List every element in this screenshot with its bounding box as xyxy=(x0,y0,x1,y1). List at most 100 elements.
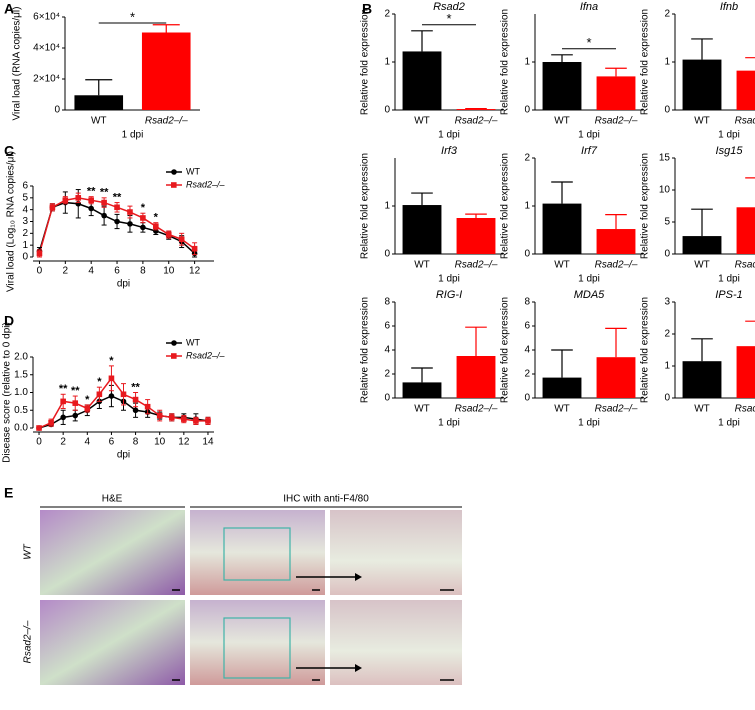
x-tick-label: Rsad2–/– xyxy=(595,260,638,271)
x-axis-label: dpi xyxy=(117,279,130,290)
legend-marker xyxy=(171,353,177,359)
y-axis-label: Relative fold expression xyxy=(640,297,651,403)
bar xyxy=(736,70,755,110)
bar xyxy=(596,229,636,254)
significance-label: * xyxy=(446,11,451,26)
y-tick-label: 2 xyxy=(524,153,530,164)
x-axis-label: dpi xyxy=(117,450,130,461)
marker xyxy=(153,223,159,230)
legend-marker xyxy=(171,340,177,346)
y-axis-label: Relative fold expression xyxy=(640,9,651,115)
x-axis-label: 1 dpi xyxy=(438,130,460,141)
marker xyxy=(181,416,187,422)
panel-label: A xyxy=(4,1,14,17)
x-axis-label: 1 dpi xyxy=(718,418,740,429)
row-label: WT xyxy=(23,543,34,559)
y-tick-label: 0 xyxy=(384,393,390,404)
legend-marker xyxy=(171,182,177,188)
marker xyxy=(127,221,133,227)
y-tick-label: 8 xyxy=(524,297,530,308)
x-tick-label: Rsad2–/– xyxy=(735,404,755,415)
y-tick-label: 10 xyxy=(659,185,671,196)
significance-label: ** xyxy=(71,385,80,397)
y-axis-label: Relative fold expression xyxy=(360,297,371,403)
marker xyxy=(156,412,163,419)
y-axis-label: Viral load (RNA copies/μl) xyxy=(12,7,23,121)
significance-label: * xyxy=(85,394,90,406)
y-tick-label: 0 xyxy=(22,252,28,263)
image-ihc-wt xyxy=(190,510,325,595)
x-axis-label: 1 dpi xyxy=(438,274,460,285)
arrow-head xyxy=(355,573,362,581)
significance-label: ** xyxy=(59,383,68,395)
significance-label: * xyxy=(97,376,102,388)
bar xyxy=(456,109,496,110)
x-tick-label: WT xyxy=(414,404,430,415)
marker xyxy=(88,205,94,212)
legend-label: WT xyxy=(186,166,200,176)
marker xyxy=(108,375,115,382)
x-axis-label: 1 dpi xyxy=(438,418,460,429)
y-tick-label: 0 xyxy=(524,249,530,260)
y-tick-label: 0 xyxy=(664,249,670,260)
marker xyxy=(48,419,54,426)
x-tick-label: 2 xyxy=(63,266,69,277)
bar xyxy=(682,236,722,254)
y-tick-label: 4 xyxy=(22,204,28,215)
marker xyxy=(144,403,151,410)
significance-label: * xyxy=(141,202,146,214)
y-tick-label: 1 xyxy=(524,57,530,68)
marker xyxy=(114,218,120,225)
marker xyxy=(140,224,146,231)
x-tick-label: WT xyxy=(694,404,710,415)
marker xyxy=(49,204,56,211)
marker xyxy=(127,209,133,215)
y-tick-label: 0 xyxy=(524,105,530,116)
x-tick-label: 4 xyxy=(88,266,94,277)
x-axis-label: 1 dpi xyxy=(578,274,600,285)
significance-label: ** xyxy=(100,187,109,199)
y-tick-label: 1 xyxy=(384,201,390,212)
x-tick-label: 12 xyxy=(178,437,190,448)
x-tick-label: 10 xyxy=(154,437,166,448)
marker xyxy=(132,396,139,403)
bar xyxy=(542,203,582,254)
x-tick-label: 4 xyxy=(85,437,91,448)
chart-title: Rsad2 xyxy=(433,1,465,13)
bar xyxy=(402,382,442,398)
y-axis-label: Relative fold expression xyxy=(500,297,511,403)
chart-title: Ifnb xyxy=(720,1,738,13)
y-tick-label: 1 xyxy=(664,57,670,68)
y-tick-label: 0.0 xyxy=(14,423,28,434)
y-tick-label: 0 xyxy=(664,393,670,404)
chart-title: Irf3 xyxy=(441,145,458,157)
chart-title: IPS-1 xyxy=(715,289,743,301)
bar xyxy=(596,76,636,110)
x-tick-label: WT xyxy=(694,260,710,271)
bar xyxy=(542,377,582,398)
y-tick-label: 0 xyxy=(384,249,390,260)
y-tick-label: 2.0 xyxy=(14,352,28,363)
y-tick-label: 1 xyxy=(384,57,390,68)
y-tick-label: 1 xyxy=(664,361,670,372)
y-tick-label: 2 xyxy=(524,369,530,380)
y-axis-label: Relative fold expression xyxy=(500,9,511,115)
y-tick-label: 1 xyxy=(524,201,530,212)
x-tick-label: Rsad2–/– xyxy=(455,404,498,415)
y-tick-label: 15 xyxy=(659,153,671,164)
x-tick-label: 14 xyxy=(202,437,214,448)
legend-label: WT xyxy=(186,337,200,347)
x-tick-label: Rsad2–/– xyxy=(455,260,498,271)
y-tick-label: 0 xyxy=(54,105,60,116)
x-tick-label: Rsad2–/– xyxy=(735,260,755,271)
y-tick-label: 6×10⁴ xyxy=(33,12,60,23)
marker xyxy=(36,250,43,257)
panel-label: D xyxy=(4,313,14,329)
marker xyxy=(178,236,185,243)
marker xyxy=(72,412,79,419)
y-tick-label: 4×10⁴ xyxy=(33,43,60,54)
y-tick-label: 2 xyxy=(664,9,670,20)
x-tick-label: 10 xyxy=(163,266,175,277)
x-tick-label: Rsad2–/– xyxy=(595,116,638,127)
y-tick-label: 0 xyxy=(524,393,530,404)
